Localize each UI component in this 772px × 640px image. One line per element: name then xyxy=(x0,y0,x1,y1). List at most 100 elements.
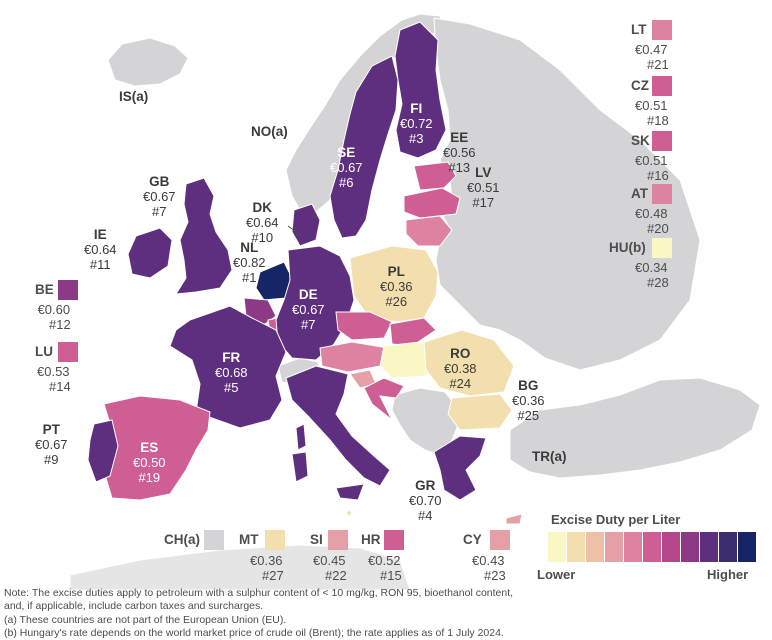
legend-scale-step xyxy=(586,532,604,562)
box-label-lt: LT xyxy=(631,22,647,37)
label-dk: DK €0.64 #10 xyxy=(246,200,279,245)
sardinia-shape xyxy=(291,451,309,483)
box-label-cy: CY xyxy=(463,532,482,547)
box-label-ch: CH(a) xyxy=(164,532,200,547)
swatch-be xyxy=(58,280,78,300)
box-label-be: BE xyxy=(35,282,54,297)
box-label-hr: HR xyxy=(361,532,381,547)
swatch-mt xyxy=(265,530,285,550)
legend-scale-step xyxy=(548,532,566,562)
legend-scale-step xyxy=(700,532,718,562)
ireland-shape xyxy=(127,227,173,279)
czech-shape xyxy=(335,311,393,341)
box-label-sk: SK xyxy=(631,133,650,148)
box-label-at: AT xyxy=(631,186,648,201)
box-value-be: €0.60 #12 xyxy=(37,302,71,332)
estonia-shape xyxy=(413,161,457,191)
croatia-shape xyxy=(363,377,405,421)
legend-high-label: Higher xyxy=(707,567,749,582)
note-line-3: (a) These countries are not part of the … xyxy=(4,614,287,626)
legend-scale-step xyxy=(624,532,642,562)
label-norway: NO(a) xyxy=(251,124,288,139)
label-nl: NL €0.82 #1 xyxy=(233,240,266,285)
italy-shape xyxy=(285,365,391,487)
swatch-lt xyxy=(652,20,672,40)
swatch-at xyxy=(652,184,672,204)
latvia-shape xyxy=(403,187,461,219)
label-lv: LV €0.51 #17 xyxy=(467,165,500,210)
label-de: DE €0.67 #7 xyxy=(292,287,325,332)
russia-belarus-ukraine-shape xyxy=(433,17,701,371)
note-line-4: (b) Hungary's rate depends on the world … xyxy=(4,627,504,639)
slovakia-shape xyxy=(389,317,437,347)
turkey-shape xyxy=(509,377,761,479)
legend-scale-step xyxy=(643,532,661,562)
austria-shape xyxy=(319,341,389,373)
label-ee: EE €0.56 #13 xyxy=(443,130,476,175)
swatch-si xyxy=(328,530,348,550)
label-gr: GR €0.70 #4 xyxy=(409,478,442,523)
swatch-ch xyxy=(204,530,224,550)
box-value-si: €0.45 #22 xyxy=(313,553,347,583)
corsica-shape xyxy=(295,423,307,451)
iceland-shape xyxy=(107,37,189,87)
legend-scale-step xyxy=(662,532,680,562)
bulgaria-shape xyxy=(447,393,513,431)
label-fi: FI €0.72 #3 xyxy=(400,101,433,146)
legend-low-label: Lower xyxy=(537,567,576,582)
swatch-cz xyxy=(652,76,672,96)
label-pl: PL €0.36 #26 xyxy=(380,264,413,309)
swatch-lu xyxy=(58,342,78,362)
label-turkey: TR(a) xyxy=(532,449,567,464)
france-shape xyxy=(169,305,287,429)
denmark-shape xyxy=(291,203,321,247)
finland-shape xyxy=(394,21,447,159)
legend-scale-step xyxy=(567,532,585,562)
box-label-mt: MT xyxy=(239,532,259,547)
label-gb: GB €0.67 #7 xyxy=(143,174,176,219)
label-ro: RO €0.38 #24 xyxy=(444,346,477,391)
portugal-shape xyxy=(87,419,119,483)
lithuania-shape xyxy=(405,215,453,247)
note-line-2: and, if applicable, include carbon taxes… xyxy=(4,600,264,612)
box-label-si: SI xyxy=(310,532,323,547)
box-value-mt: €0.36 #27 xyxy=(250,553,284,583)
box-value-sk: €0.51 #16 xyxy=(635,153,669,183)
malta-shape xyxy=(345,509,353,517)
cyprus-shape xyxy=(505,513,523,525)
sicily-shape xyxy=(335,483,365,501)
uk-shape xyxy=(175,177,233,295)
label-iceland: IS(a) xyxy=(119,89,149,104)
swatch-sk xyxy=(652,131,672,151)
label-bg: BG €0.36 #25 xyxy=(512,378,545,423)
swatch-hu xyxy=(652,238,672,258)
label-se: SE €0.67 #6 xyxy=(330,145,363,190)
box-label-cz: CZ xyxy=(631,78,649,93)
box-value-cy: €0.43 #23 xyxy=(472,553,506,583)
swatch-cy xyxy=(490,530,510,550)
box-value-lt: €0.47 #21 xyxy=(635,42,669,72)
legend-scale-step xyxy=(681,532,699,562)
legend-scale-step xyxy=(605,532,623,562)
label-es: ES €0.50 #19 xyxy=(133,440,166,485)
label-pt: PT €0.67 #9 xyxy=(35,422,68,467)
legend-scale-step xyxy=(738,532,756,562)
box-value-lu: €0.53 #14 xyxy=(37,364,71,394)
poland-shape xyxy=(349,245,439,323)
legend-scale-step xyxy=(719,532,737,562)
box-value-at: €0.48 #20 xyxy=(635,206,669,236)
box-value-hr: €0.52 #15 xyxy=(368,553,402,583)
dk-leader-line xyxy=(287,225,303,237)
label-ie: IE €0.64 #11 xyxy=(84,227,117,272)
legend-color-scale xyxy=(548,532,757,562)
note-line-1: Note: The excise duties apply to petrole… xyxy=(4,587,514,599)
box-value-cz: €0.51 #18 xyxy=(635,98,669,128)
romania-shape xyxy=(423,329,515,397)
box-label-hu: HU(b) xyxy=(609,240,646,255)
greece-shape xyxy=(433,435,487,501)
box-label-lu: LU xyxy=(35,344,53,359)
legend-title: Excise Duty per Liter xyxy=(551,512,681,527)
box-value-hu: €0.34 #28 xyxy=(635,260,669,290)
label-it: IT €0.73 #2 xyxy=(313,454,346,499)
